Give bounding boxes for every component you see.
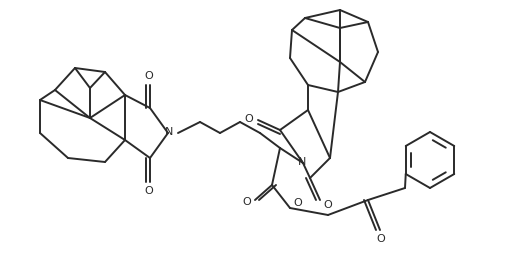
Text: O: O	[145, 186, 153, 196]
Text: O: O	[323, 200, 332, 210]
Text: O: O	[294, 198, 302, 208]
Text: O: O	[244, 114, 253, 124]
Text: N: N	[165, 127, 173, 137]
Text: O: O	[376, 234, 385, 244]
Text: O: O	[145, 71, 153, 81]
Text: N: N	[298, 157, 306, 167]
Text: O: O	[243, 197, 251, 207]
